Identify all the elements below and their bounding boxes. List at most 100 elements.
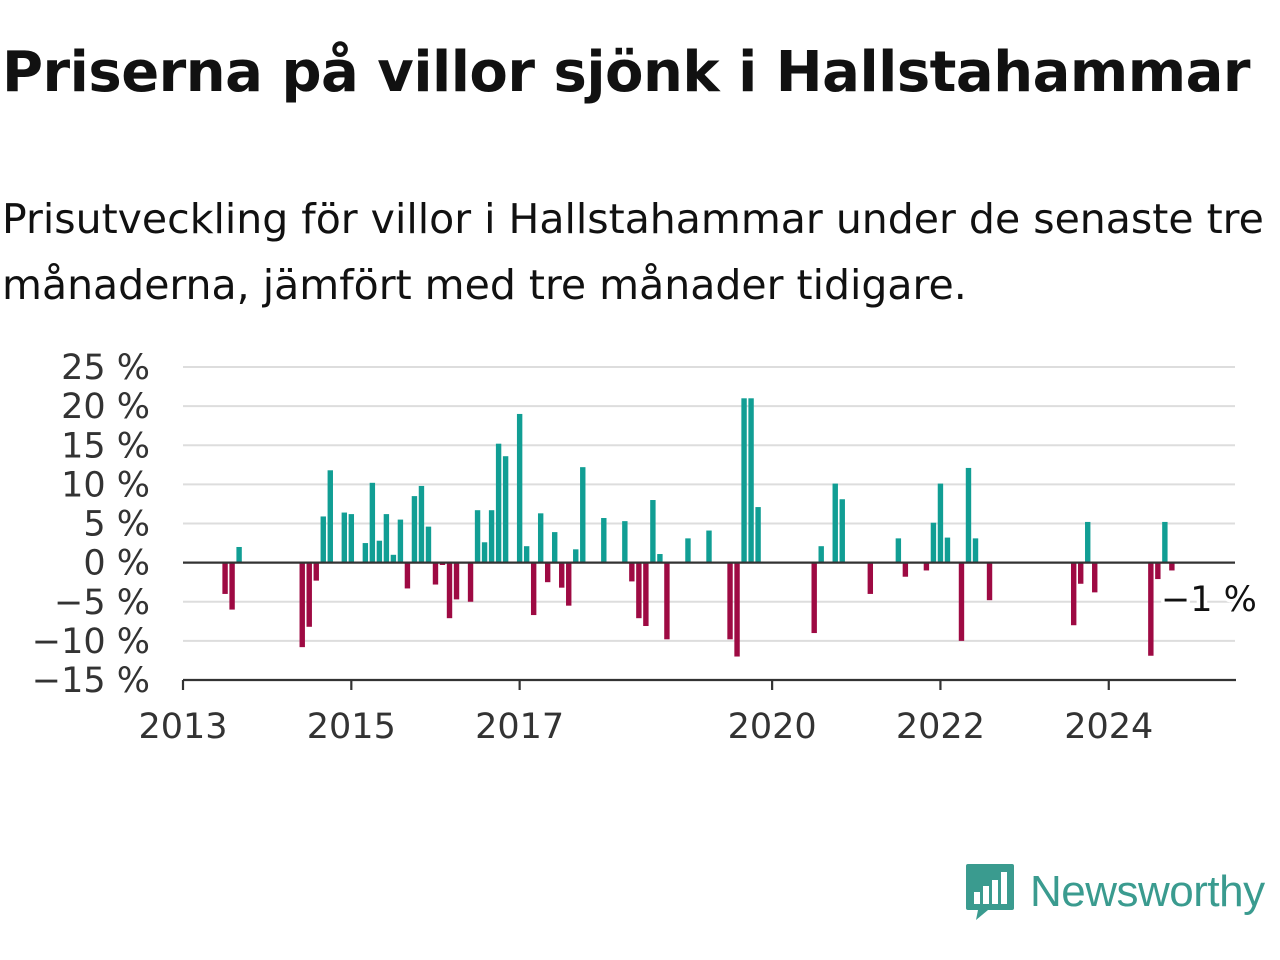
last-value-annotation: −1 % bbox=[1161, 580, 1257, 620]
bar bbox=[986, 562, 993, 601]
y-tick-label: 15 % bbox=[61, 426, 150, 466]
bar bbox=[467, 562, 474, 602]
bar-chart: 25 %20 %15 %10 %5 %0 %−5 %−10 %−15 % 2013… bbox=[32, 348, 1261, 747]
bar bbox=[930, 522, 937, 563]
bar bbox=[965, 467, 972, 563]
bar bbox=[706, 530, 712, 563]
bar bbox=[741, 398, 747, 563]
newsworthy-wordmark: Newsworthy bbox=[1030, 867, 1265, 916]
bar bbox=[341, 512, 348, 563]
bar bbox=[958, 562, 965, 641]
bar bbox=[523, 546, 530, 563]
chart-title: Priserna på villor sjönk i Hallstahammar bbox=[2, 40, 1250, 105]
bar bbox=[867, 562, 874, 594]
bar bbox=[1070, 562, 1077, 626]
bar bbox=[650, 500, 656, 563]
bar bbox=[411, 496, 418, 563]
bar bbox=[327, 470, 333, 563]
bar bbox=[622, 521, 628, 563]
bar bbox=[446, 562, 453, 619]
bar bbox=[222, 562, 228, 594]
y-tick-label: 5 % bbox=[83, 505, 150, 545]
bar bbox=[818, 546, 824, 563]
bar bbox=[727, 562, 733, 640]
bar bbox=[474, 510, 481, 563]
bar bbox=[229, 562, 235, 610]
newsworthy-bar-chart-icon bbox=[966, 864, 1014, 920]
bar bbox=[1162, 521, 1168, 563]
bar bbox=[601, 518, 607, 563]
bar bbox=[453, 562, 460, 600]
bar bbox=[748, 398, 754, 563]
bar bbox=[481, 542, 488, 563]
bar bbox=[516, 413, 523, 563]
bar bbox=[1092, 562, 1098, 593]
bar bbox=[348, 514, 355, 563]
bar bbox=[937, 483, 944, 563]
x-tick-label: 2015 bbox=[307, 707, 396, 747]
bar bbox=[972, 538, 979, 563]
bar bbox=[643, 562, 649, 627]
bar bbox=[559, 562, 565, 588]
bar bbox=[383, 514, 390, 563]
y-tick-label: 20 % bbox=[61, 387, 150, 427]
bar bbox=[580, 467, 586, 563]
bar bbox=[404, 562, 411, 589]
bar bbox=[369, 482, 376, 563]
bar bbox=[1169, 562, 1175, 571]
bar bbox=[755, 507, 761, 563]
bar bbox=[418, 485, 425, 563]
bar bbox=[1078, 562, 1084, 584]
bar bbox=[544, 562, 551, 583]
bar bbox=[495, 443, 502, 563]
y-tick-label: −15 % bbox=[32, 661, 150, 701]
bar bbox=[502, 456, 509, 563]
bar bbox=[439, 562, 446, 565]
x-tick-label: 2017 bbox=[475, 707, 564, 747]
bar bbox=[376, 540, 383, 563]
bar bbox=[566, 562, 572, 606]
bar bbox=[811, 562, 817, 634]
bar bbox=[432, 562, 439, 585]
bar bbox=[362, 543, 369, 563]
y-tick-label: 25 % bbox=[61, 348, 150, 388]
bar bbox=[552, 532, 558, 563]
bar bbox=[530, 562, 537, 616]
bar bbox=[636, 562, 642, 619]
bar bbox=[320, 516, 326, 563]
bar bbox=[664, 562, 670, 640]
bar bbox=[832, 483, 838, 563]
bar bbox=[1085, 521, 1091, 563]
bar bbox=[944, 537, 951, 563]
y-tick-label: 0 % bbox=[83, 544, 150, 584]
bar bbox=[573, 549, 579, 563]
bar bbox=[313, 562, 319, 581]
bar bbox=[390, 554, 397, 563]
chart-subtitle: Prisutveckling för villor i Hallstahamma… bbox=[2, 195, 1264, 309]
x-tick-label: 2020 bbox=[728, 707, 817, 747]
bar bbox=[306, 562, 312, 627]
bar bbox=[537, 513, 544, 563]
newsworthy-logo: Newsworthy bbox=[964, 862, 1265, 922]
bar bbox=[734, 562, 740, 657]
bar bbox=[236, 546, 242, 563]
bar bbox=[299, 562, 305, 648]
x-tick-label: 2022 bbox=[896, 707, 985, 747]
bar bbox=[629, 562, 635, 582]
bar bbox=[657, 554, 663, 563]
bar bbox=[895, 538, 902, 563]
bar bbox=[425, 526, 432, 563]
x-tick-label: 2013 bbox=[138, 707, 227, 747]
bar bbox=[923, 562, 930, 571]
y-tick-label: −10 % bbox=[32, 622, 150, 662]
bar bbox=[685, 538, 691, 563]
bar bbox=[839, 499, 845, 563]
y-tick-label: 10 % bbox=[61, 465, 150, 505]
bar bbox=[902, 562, 909, 577]
x-tick-label: 2024 bbox=[1064, 707, 1153, 747]
bar bbox=[1155, 562, 1161, 580]
y-tick-label: −5 % bbox=[54, 583, 150, 623]
bar bbox=[397, 519, 404, 563]
bar bbox=[488, 510, 495, 563]
bar bbox=[1148, 562, 1154, 656]
